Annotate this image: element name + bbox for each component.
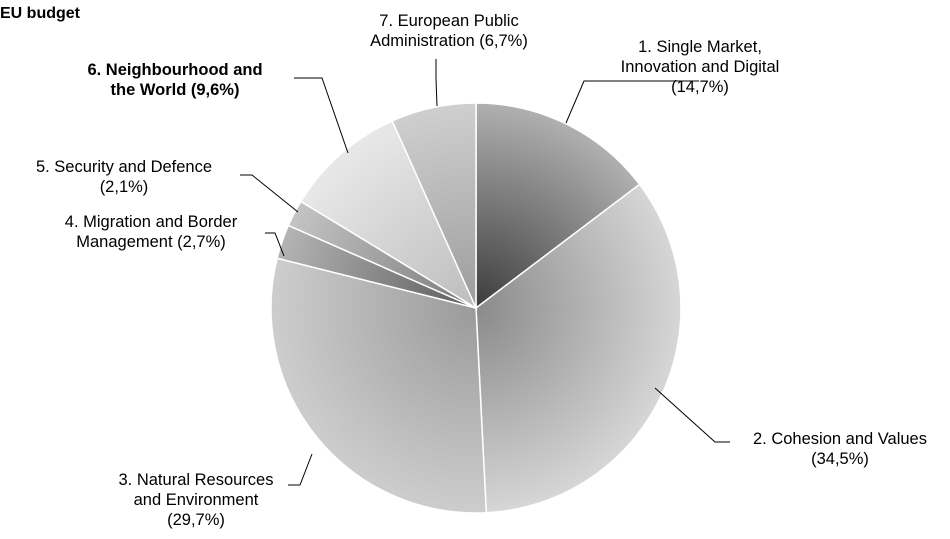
leader-line-2 (654, 387, 730, 443)
slice-label-line: (2,1%) (100, 178, 149, 196)
leader-line-6 (294, 77, 349, 154)
slice-label-2: 2. Cohesion and Values (34,5%) (753, 430, 927, 468)
slice-label-line: Management (2,7%) (76, 233, 226, 251)
leader-line-7 (435, 59, 438, 107)
slice-label-5: 5. Security and Defence (2,1%) (36, 158, 212, 196)
slice-label-1: 1. Single Market, Innovation and Digital (… (621, 38, 780, 96)
pie-slices (270, 102, 682, 514)
leader-line-3 (288, 453, 313, 486)
slice-label-line: Innovation and Digital (621, 58, 780, 76)
leader-line-4 (265, 232, 285, 257)
pie-slice-6 (299, 119, 478, 310)
slice-label-4: 4. Migration and Border Management (2,7%) (65, 213, 238, 251)
slice-label-line: 6. Neighbourhood and (87, 61, 262, 79)
slice-label-6: 6. Neighbourhood and the World (9,6%) (87, 61, 262, 99)
slice-label-3: 3. Natural Resources and Environment (29,7… (119, 471, 274, 529)
leader-line-1 (565, 80, 699, 124)
slice-label-line: 5. Security and Defence (36, 158, 212, 176)
slice-labels: 1. Single Market, Innovation and Digital (… (36, 12, 927, 529)
slice-label-line: 3. Natural Resources (119, 471, 274, 489)
slice-label-line: the World (9,6%) (111, 81, 240, 99)
pie-slice-7 (391, 102, 477, 309)
slice-label-line: (29,7%) (167, 511, 225, 529)
leader-lines (240, 59, 730, 486)
leader-line-5 (240, 174, 299, 213)
slice-label-line: 1. Single Market, (638, 38, 762, 56)
slice-label-line: 2. Cohesion and Values (753, 430, 927, 448)
slice-label-7: 7. European Public Administration (6,7%) (370, 12, 528, 50)
pie-slice-1 (475, 102, 641, 310)
slice-label-line: 7. European Public (379, 12, 518, 30)
slice-label-line: (14,7%) (671, 78, 729, 96)
slice-label-line: (34,5%) (811, 450, 869, 468)
pie-slice-3 (270, 257, 488, 514)
slice-label-line: and Environment (134, 491, 259, 509)
chart-title: EU budget (0, 5, 81, 22)
slice-label-line: Administration (6,7%) (370, 32, 528, 50)
slice-label-line: 4. Migration and Border (65, 213, 238, 231)
